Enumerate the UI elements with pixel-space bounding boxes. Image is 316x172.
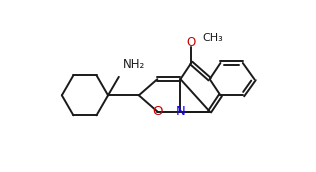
- Text: N: N: [176, 105, 185, 118]
- Text: O: O: [186, 36, 196, 49]
- Text: CH₃: CH₃: [203, 33, 223, 43]
- Text: O: O: [152, 105, 162, 118]
- Text: NH₂: NH₂: [123, 58, 145, 71]
